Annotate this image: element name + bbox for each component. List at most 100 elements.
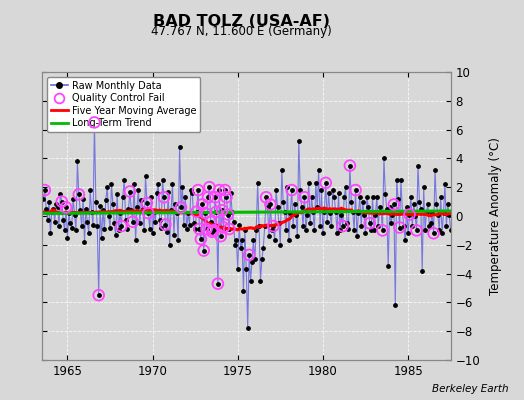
Point <box>390 201 398 208</box>
Point <box>360 211 368 218</box>
Point <box>348 208 357 215</box>
Point <box>334 190 343 196</box>
Point <box>312 180 320 186</box>
Point <box>373 194 381 200</box>
Point <box>302 227 310 234</box>
Point <box>288 187 296 193</box>
Point <box>374 223 383 229</box>
Point <box>246 278 255 284</box>
Point <box>130 181 138 188</box>
Point <box>92 198 100 205</box>
Point <box>94 292 103 298</box>
Point <box>352 187 360 193</box>
Point <box>216 233 225 239</box>
Text: 47.767 N, 11.600 E (Germany): 47.767 N, 11.600 E (Germany) <box>151 25 331 38</box>
Point <box>235 222 243 228</box>
Point <box>407 194 415 200</box>
Point <box>299 223 307 229</box>
Point <box>211 194 219 200</box>
Point <box>188 190 196 196</box>
Point <box>234 266 242 272</box>
Point <box>201 210 209 216</box>
Point <box>322 180 330 186</box>
Point <box>50 218 59 225</box>
Point <box>352 187 360 193</box>
Point <box>200 247 208 254</box>
Point <box>282 227 290 234</box>
Point <box>58 198 66 205</box>
Point <box>275 220 283 226</box>
Point <box>269 223 277 229</box>
Point <box>386 204 394 210</box>
Point <box>428 210 436 216</box>
Point <box>378 227 387 234</box>
Point <box>276 242 285 248</box>
Point <box>82 206 90 212</box>
Point <box>445 211 453 218</box>
Point <box>118 194 127 200</box>
Point <box>226 190 235 196</box>
Point <box>330 194 339 200</box>
Point <box>417 206 425 212</box>
Point <box>146 226 154 232</box>
Point <box>270 237 279 244</box>
Point <box>266 201 275 208</box>
Point <box>212 208 221 215</box>
Point <box>249 237 258 244</box>
Point <box>56 191 64 198</box>
Point <box>80 239 89 245</box>
Point <box>244 325 252 332</box>
Point <box>180 222 188 228</box>
Point <box>238 237 246 244</box>
Point <box>283 184 292 190</box>
Point <box>210 227 218 234</box>
Legend: Raw Monthly Data, Quality Control Fail, Five Year Moving Average, Long-Term Tren: Raw Monthly Data, Quality Control Fail, … <box>47 77 201 132</box>
Point <box>120 177 128 183</box>
Point <box>136 220 144 226</box>
Point <box>74 191 83 198</box>
Point <box>224 211 232 218</box>
Point <box>401 237 409 244</box>
Point <box>364 204 373 210</box>
Point <box>134 187 143 193</box>
Point <box>377 208 385 215</box>
Point <box>323 218 331 225</box>
Point <box>222 194 231 200</box>
Point <box>187 187 195 193</box>
Point <box>114 227 123 234</box>
Point <box>116 210 124 216</box>
Point <box>308 194 316 200</box>
Point <box>117 223 126 229</box>
Point <box>194 187 202 193</box>
Point <box>367 227 375 234</box>
Point <box>434 211 442 218</box>
Point <box>40 187 49 193</box>
Point <box>215 187 224 193</box>
Point <box>196 236 205 242</box>
Point <box>108 201 117 208</box>
Point <box>303 211 311 218</box>
Point <box>156 217 164 224</box>
Point <box>280 208 289 215</box>
Point <box>378 227 387 234</box>
Point <box>410 201 418 208</box>
Point <box>90 119 99 126</box>
Point <box>438 230 446 236</box>
Point <box>166 242 174 248</box>
Point <box>439 210 447 216</box>
Point <box>346 162 354 169</box>
Point <box>63 234 72 241</box>
Point <box>324 190 333 196</box>
Point <box>99 207 107 214</box>
Point <box>62 204 70 210</box>
Point <box>254 180 262 186</box>
Point <box>397 177 405 183</box>
Point <box>425 223 433 229</box>
Point <box>202 226 211 232</box>
Point <box>354 210 363 216</box>
Point <box>126 188 134 195</box>
Point <box>293 233 301 239</box>
Point <box>435 227 443 234</box>
Point <box>123 226 131 232</box>
Y-axis label: Temperature Anomaly (°C): Temperature Anomaly (°C) <box>488 137 501 295</box>
